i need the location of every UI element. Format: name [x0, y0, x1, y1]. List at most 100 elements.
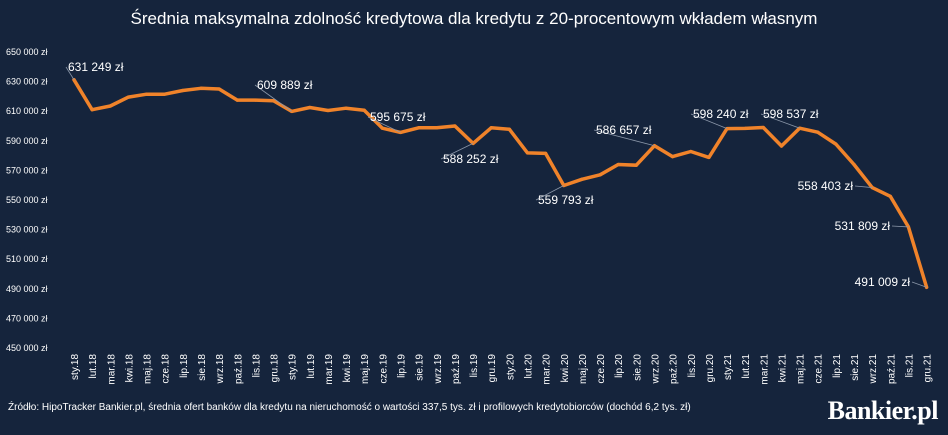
- y-tick-label: 570 000 zł: [6, 165, 48, 175]
- leader-line: [65, 66, 75, 80]
- data-label: 559 793 zł: [538, 193, 594, 207]
- data-label: 491 009 zł: [855, 275, 911, 289]
- leader-line: [911, 281, 927, 288]
- data-point: [598, 173, 602, 177]
- x-tick-label: wrz.20: [650, 354, 661, 385]
- data-point: [707, 155, 711, 159]
- x-tick-label: lis.18: [251, 354, 262, 378]
- data-label: 631 249 zł: [68, 60, 124, 74]
- x-tick-label: kwi.18: [124, 354, 135, 383]
- data-point: [362, 108, 366, 112]
- x-tick-label: maj.20: [578, 354, 589, 384]
- data-label: 598 537 zł: [763, 107, 819, 121]
- x-tick-label: sie.21: [850, 354, 861, 381]
- x-tick-label: lut.18: [88, 354, 99, 379]
- x-tick-label: mar.18: [106, 354, 117, 385]
- data-point: [834, 142, 838, 146]
- x-tick-label: cze.18: [161, 354, 172, 384]
- y-tick-label: 650 000 zł: [6, 47, 48, 57]
- x-tick-label: sty.20: [505, 354, 516, 380]
- x-tick-label: gru.21: [923, 354, 934, 383]
- leader-line: [690, 113, 728, 129]
- leader-line: [440, 143, 474, 160]
- data-point: [544, 151, 548, 155]
- data-point: [217, 87, 221, 91]
- data-point: [253, 98, 257, 102]
- data-label: 531 809 zł: [835, 219, 891, 233]
- data-point: [308, 105, 312, 110]
- data-point: [525, 151, 530, 155]
- x-axis: sty.18 lut.18 mar.18 kwi.18 maj.18 cze.18 lip.…: [70, 354, 934, 385]
- x-tick-label: wrz.19: [433, 354, 444, 385]
- data-point: [181, 88, 185, 93]
- data-label: 558 403 zł: [798, 179, 854, 193]
- x-tick-label: lip.18: [179, 354, 190, 378]
- leader-line: [254, 84, 292, 112]
- x-tick-label: cze.19: [378, 354, 389, 384]
- data-labels: 631 249 zł 609 889 zł 595 675 zł 588 252 zł…: [65, 60, 927, 289]
- x-tick-label: lis.20: [687, 354, 698, 378]
- data-point: [489, 126, 493, 130]
- data-point: [471, 141, 475, 145]
- x-tick-label: mar.19: [324, 354, 335, 385]
- leader-line: [854, 185, 873, 188]
- data-point: [580, 177, 584, 181]
- data-point: [906, 225, 911, 229]
- x-tick-label: cze.21: [814, 354, 825, 384]
- data-point: [761, 125, 765, 130]
- data-point: [235, 98, 239, 102]
- x-tick-label: sty.19: [288, 354, 299, 380]
- x-tick-label: maj.21: [796, 354, 807, 384]
- data-point: [417, 126, 421, 130]
- x-tick-label: kwi.20: [560, 354, 571, 383]
- data-point: [870, 185, 874, 190]
- x-tick-label: lip.21: [832, 354, 843, 378]
- data-point: [888, 194, 892, 198]
- x-tick-label: lip.20: [614, 354, 625, 378]
- y-tick-label: 510 000 zł: [6, 254, 48, 264]
- data-point: [126, 95, 131, 99]
- data-point: [271, 99, 276, 103]
- data-point: [616, 162, 620, 167]
- data-point: [924, 285, 929, 289]
- y-tick-label: 610 000 zł: [6, 106, 48, 116]
- x-tick-label: maj.19: [360, 354, 371, 384]
- leader-line: [891, 225, 909, 228]
- x-tick-label: lut.20: [524, 354, 535, 379]
- x-tick-label: sie.18: [197, 354, 208, 381]
- bankier-logo: Bankier.pl: [827, 396, 939, 425]
- x-tick-label: gru.18: [270, 354, 281, 383]
- data-point: [90, 108, 94, 112]
- x-tick-label: sie.19: [415, 354, 426, 381]
- x-tick-label: paź.20: [669, 354, 680, 384]
- leader-line: [760, 113, 800, 129]
- y-tick-label: 470 000 zł: [6, 313, 48, 323]
- source-note: Źródło: HipoTracker Bankier.pl, średnia …: [8, 402, 691, 413]
- data-label: 595 675 zł: [370, 110, 426, 124]
- y-tick-label: 450 000 zł: [6, 343, 48, 353]
- data-point: [108, 104, 112, 108]
- x-tick-label: lip.19: [397, 354, 408, 378]
- data-point: [163, 92, 167, 96]
- y-tick-label: 590 000 zł: [6, 136, 48, 146]
- data-point: [816, 130, 820, 134]
- x-tick-label: wrz.21: [868, 354, 879, 385]
- data-point: [743, 126, 747, 130]
- data-point: [634, 163, 638, 167]
- x-tick-label: sie.20: [632, 354, 643, 381]
- x-tick-label: mar.21: [759, 354, 770, 385]
- data-label: 609 889 zł: [257, 78, 313, 92]
- x-tick-label: maj.18: [143, 354, 154, 384]
- data-label: 586 657 zł: [596, 123, 652, 137]
- y-tick-label: 530 000 zł: [6, 225, 48, 235]
- chart-title: Średnia maksymalna zdolność kredytowa dl…: [130, 9, 818, 28]
- x-tick-label: paź.18: [233, 354, 244, 384]
- x-tick-label: sty.21: [723, 354, 734, 380]
- data-point: [199, 86, 203, 90]
- y-tick-label: 630 000 zł: [6, 77, 48, 87]
- data-point: [380, 126, 384, 130]
- data-label: 588 252 zł: [443, 152, 499, 166]
- x-tick-label: lut.19: [306, 354, 317, 379]
- x-tick-label: kwi.19: [342, 354, 353, 383]
